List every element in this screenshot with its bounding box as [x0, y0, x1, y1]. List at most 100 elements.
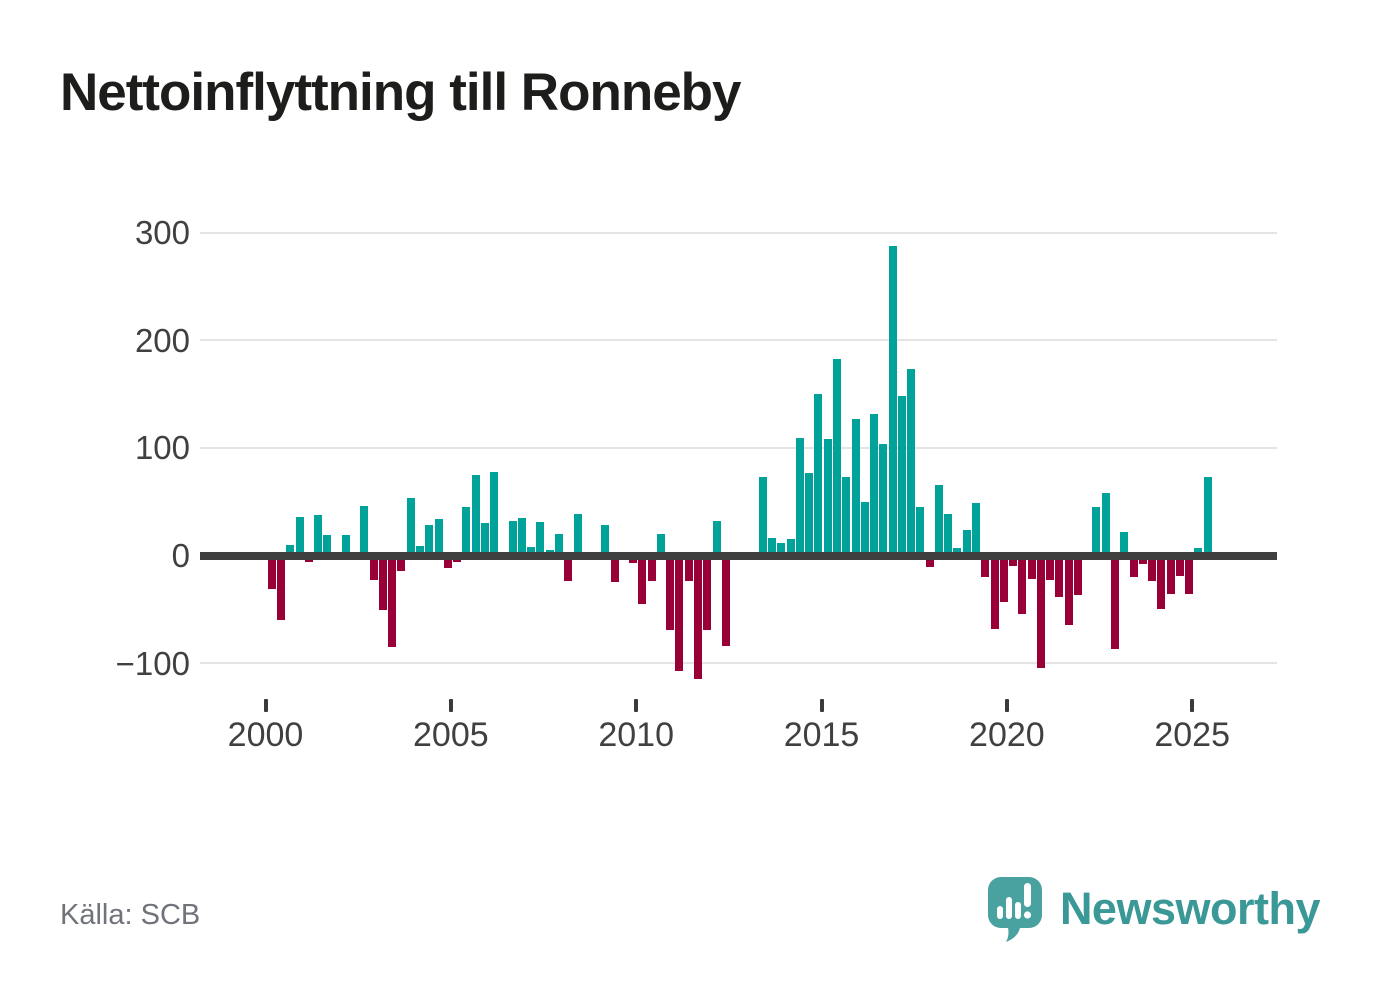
- bar-positive: [712, 521, 721, 556]
- bar-positive: [907, 369, 916, 556]
- x-tick-mark: [263, 699, 268, 712]
- bar-positive: [1120, 531, 1129, 556]
- bar-positive: [777, 542, 786, 556]
- bar-positive: [360, 506, 369, 556]
- bar-positive: [814, 394, 823, 556]
- bar-positive: [860, 501, 869, 556]
- bar-positive: [786, 539, 795, 556]
- y-tick-label: 0: [171, 537, 190, 574]
- newsworthy-wordmark: Newsworthy: [1059, 883, 1321, 934]
- bar-negative: [267, 555, 276, 589]
- exclamation-bar: [1023, 883, 1031, 907]
- bar-negative: [1129, 555, 1138, 577]
- bar-negative: [721, 555, 730, 646]
- bar-positive: [490, 471, 499, 556]
- bar-positive: [415, 545, 424, 556]
- bar-positive: [536, 522, 545, 556]
- bar-negative: [276, 555, 285, 621]
- mini-bar-chart-glyph: [996, 883, 1032, 919]
- bar-positive: [842, 476, 851, 556]
- bar-positive: [916, 507, 925, 556]
- bar-negative: [397, 555, 406, 571]
- bar-negative: [675, 555, 684, 671]
- bar-negative: [925, 555, 934, 568]
- bar-positive: [768, 538, 777, 556]
- x-tick-mark: [1190, 699, 1195, 712]
- bar-positive: [425, 525, 434, 556]
- bar-negative: [1064, 555, 1073, 626]
- bar-negative: [638, 555, 647, 604]
- bar-positive: [295, 516, 304, 556]
- x-tick-label: 2000: [227, 716, 304, 754]
- x-tick-label: 2010: [598, 716, 674, 754]
- x-tick-label: 2025: [1154, 716, 1230, 754]
- bar-negative: [1027, 555, 1036, 580]
- bar-positive: [462, 507, 471, 556]
- gridline: [200, 446, 1277, 449]
- bar-negative: [1055, 555, 1064, 598]
- bar-positive: [656, 533, 665, 556]
- bar-positive: [962, 529, 971, 556]
- bar-negative: [378, 555, 387, 611]
- bar-positive: [323, 535, 332, 556]
- bar-negative: [1175, 555, 1184, 576]
- bar-positive: [286, 544, 295, 556]
- bar-positive: [1092, 507, 1101, 556]
- bar-negative: [999, 555, 1008, 602]
- bar-positive: [434, 518, 443, 556]
- newsworthy-logo: Newsworthy: [986, 876, 1321, 946]
- x-tick-label: 2020: [969, 716, 1045, 754]
- bar-positive: [823, 439, 832, 556]
- bar-positive: [527, 546, 536, 556]
- bar-negative: [610, 555, 619, 583]
- x-tick-label: 2015: [783, 716, 860, 754]
- y-tick-label: −100: [115, 644, 190, 682]
- bar-negative: [1018, 555, 1027, 614]
- bar-negative: [1148, 555, 1157, 582]
- bar-negative: [443, 555, 452, 569]
- page-title: Nettoinflyttning till Ronneby: [60, 63, 742, 122]
- x-tick-label: 2005: [413, 716, 489, 754]
- bar-negative: [369, 555, 378, 581]
- y-tick-label: 200: [134, 321, 190, 359]
- gridline: [200, 231, 1277, 234]
- bar-positive: [601, 525, 610, 556]
- x-tick-mark: [634, 699, 639, 712]
- bar-negative: [1036, 555, 1045, 669]
- x-tick-mark: [819, 699, 824, 712]
- bar-negative: [1185, 555, 1194, 595]
- bar-positive: [341, 535, 350, 556]
- bar-positive: [406, 498, 415, 556]
- bar-negative: [684, 555, 693, 582]
- bar-positive: [897, 396, 906, 556]
- y-tick-label: 100: [134, 429, 190, 467]
- bar-negative: [1157, 555, 1166, 610]
- bar-positive: [1203, 476, 1212, 556]
- bar-positive: [314, 514, 323, 556]
- bar-negative: [693, 555, 702, 680]
- source-caption: Källa: SCB: [60, 899, 201, 931]
- bar-negative: [1073, 555, 1082, 596]
- bar-negative: [981, 555, 990, 577]
- bar-negative: [564, 555, 573, 582]
- bar-negative: [1138, 555, 1147, 565]
- bar-positive: [517, 517, 526, 556]
- bar-positive: [832, 358, 841, 556]
- bar-negative: [990, 555, 999, 629]
- bar-negative: [666, 555, 675, 630]
- bar-positive: [758, 476, 767, 556]
- bar-negative: [1046, 555, 1055, 581]
- bar-positive: [795, 438, 804, 556]
- bar-positive: [879, 443, 888, 556]
- exclamation-dot: [1023, 911, 1032, 919]
- bar-negative: [1110, 555, 1119, 650]
- newsworthy-speech-bubble-chart-icon: [987, 877, 1042, 942]
- y-tick-label: 300: [134, 214, 190, 252]
- bar-positive: [471, 474, 480, 556]
- gridline: [200, 339, 1277, 342]
- bar-negative: [1009, 555, 1018, 567]
- bar-positive: [508, 521, 517, 556]
- bar-positive: [888, 245, 897, 556]
